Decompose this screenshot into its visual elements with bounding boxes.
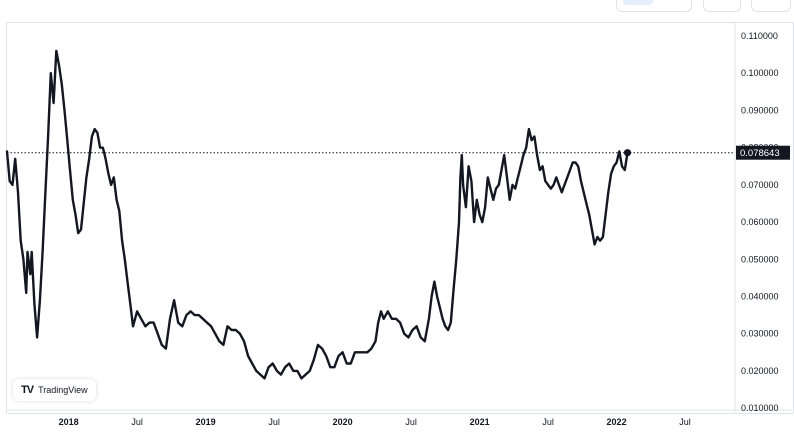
y-tick-label: 0.090000 [741,105,779,115]
last-price-badge [736,145,790,160]
x-tick-label: Jul [405,417,417,427]
x-tick-label: 2019 [196,417,216,427]
price-axis: 0.1100000.1000000.0900000.0800000.070000… [741,31,779,413]
last-price-marker [623,149,632,157]
tradingview-logo-text: TradingView [38,385,88,395]
x-tick-label: 2021 [470,417,490,427]
x-tick-label: 2020 [333,417,353,427]
x-tick-label: Jul [131,417,143,427]
plot-area: 0.078643 [5,49,790,380]
y-tick-label: 0.110000 [741,31,778,41]
tradingview-logo-icon: TV [21,384,34,396]
y-tick-label: 0.070000 [741,180,779,190]
toolbar-button[interactable] [703,0,741,12]
interval-toggle-button[interactable] [616,0,692,12]
y-tick-label: 0.040000 [741,292,779,302]
y-tick-label: 0.020000 [741,366,779,376]
top-toolbar [0,0,794,14]
axis-separators [6,22,792,413]
y-tick-label: 0.030000 [741,329,779,339]
toolbar-button[interactable] [751,0,791,12]
time-axis: 2018 Jul 2019 Jul 2020 Jul 2021 Jul 2022 Jul [59,417,691,427]
y-tick-label: 0.050000 [741,254,779,264]
x-tick-label: 2018 [59,417,79,427]
y-tick-label: 0.100000 [741,68,779,78]
tradingview-logo[interactable]: TV TradingView [13,379,96,401]
price-series-line [5,49,629,380]
x-tick-label: 2022 [607,417,627,427]
y-tick-label: 0.010000 [741,403,779,413]
chart-frame [6,22,794,414]
last-price-label: 0.078643 [740,148,780,159]
x-tick-label: Jul [679,417,691,427]
x-tick-label: Jul [542,417,554,427]
y-tick-label: 0.060000 [741,217,779,227]
x-tick-label: Jul [268,417,280,427]
active-interval-indicator [623,0,653,5]
